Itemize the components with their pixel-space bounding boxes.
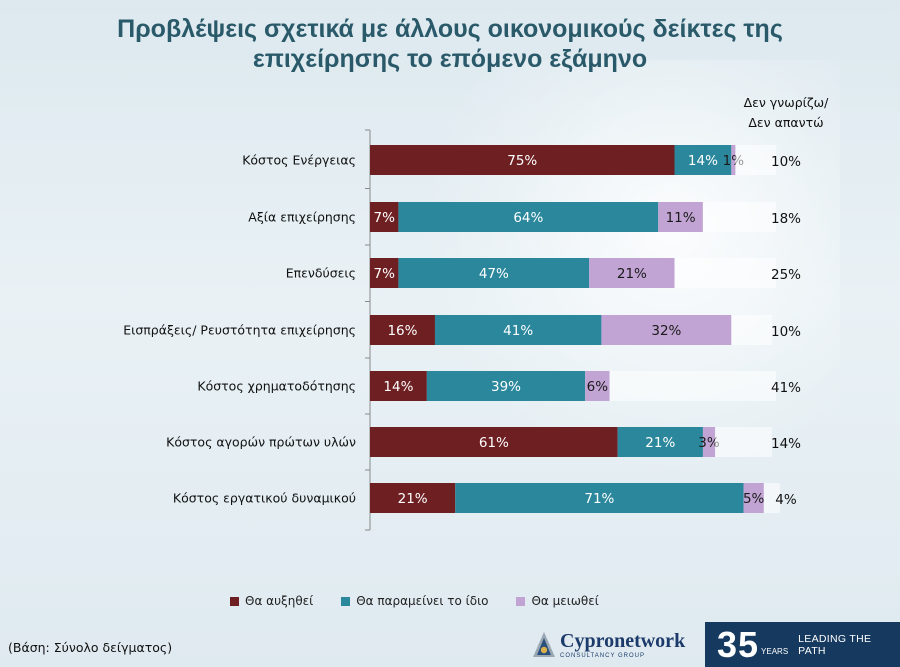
data-label: 7% (373, 266, 395, 282)
other-column-header-line: Δεν απαντώ (748, 115, 823, 130)
data-label: 21% (398, 491, 428, 507)
data-label: 3% (698, 435, 720, 451)
dont-know-value: 14% (771, 436, 801, 452)
data-label: 6% (587, 379, 609, 395)
bar-segment-same (398, 258, 590, 288)
bar-segment-increase (370, 427, 618, 457)
bar-segment-increase (370, 483, 456, 513)
legend-label-decrease: Θα μειωθεί (531, 594, 599, 608)
category-label: Κόστος εργατικού δυναμικού (173, 491, 356, 506)
brand-logo-icon (533, 631, 555, 657)
data-label: 14% (688, 153, 718, 169)
bar-segment-dont-know (674, 258, 776, 288)
brand-name: Cypronetwork (560, 630, 686, 652)
bar-segment-dont-know (702, 202, 776, 232)
bar-segment-same (674, 145, 732, 175)
category-label: Εισπράξεις/ Ρευστότητα επιχείρησης (123, 323, 356, 338)
category-label: Αξία επιχείρησης (248, 210, 356, 225)
category-label: Κόστος χρηματοδότησης (197, 379, 356, 394)
category-label: Κόστος Ενέργειας (242, 153, 356, 168)
bar-segment-dont-know (731, 315, 772, 345)
bar-segment-same (426, 371, 586, 401)
data-label: 7% (373, 210, 395, 226)
bar-segment-decrease (658, 202, 703, 232)
data-label: 64% (513, 210, 543, 226)
data-label: 21% (645, 435, 675, 451)
chart-title-line-2: επιχείρησης το επόμενο εξάμηνο (252, 45, 648, 73)
legend-item-increase: Θα αυξηθεί (230, 594, 313, 608)
dont-know-value: 4% (775, 492, 797, 508)
footnote: (Βάση: Σύνολο δείγματος) (8, 640, 173, 655)
data-label: 71% (584, 491, 614, 507)
bar-segment-dont-know (609, 371, 776, 401)
legend-item-same: Θα παραμείνει το ίδιο (341, 594, 488, 608)
data-label: 39% (491, 379, 521, 395)
legend-label-increase: Θα αυξηθεί (245, 594, 314, 608)
other-column-header: Δεν γνωρίζω/Δεν απαντώ (744, 95, 830, 130)
banner-years-number: 35 (717, 623, 760, 665)
data-label: 32% (651, 323, 681, 339)
legend-label-same: Θα παραμείνει το ίδιο (356, 594, 489, 608)
brand-subtitle: CONSULTANCY GROUP (560, 653, 646, 659)
stacked-bar-chart: Δεν γνωρίζω/Δεν απαντώ Κόστος Ενέργειας 75… (123, 95, 830, 531)
dont-know-value: 10% (771, 324, 801, 340)
data-label: 47% (479, 266, 509, 282)
dont-know-value: 41% (771, 380, 801, 396)
data-label: 41% (503, 323, 533, 339)
data-label: 75% (507, 153, 537, 169)
chart-title: Προβλέψεις σχετικά με άλλους οικονομικού… (0, 14, 900, 74)
data-label: 16% (387, 323, 417, 339)
data-label: 11% (666, 210, 696, 226)
bar-segment-same (455, 483, 744, 513)
chart-title-line-1: Προβλέψεις σχετικά με άλλους οικονομικού… (117, 15, 783, 43)
bar-segment-increase (370, 371, 427, 401)
anniversary-banner: 35 YEARS LEADING THE PATH (705, 622, 900, 667)
bar-segment-increase (370, 315, 435, 345)
dont-know-value: 10% (771, 154, 801, 170)
bar-segment-decrease (589, 258, 675, 288)
bar-segment-dont-know (763, 483, 781, 513)
bar-segment-increase (370, 258, 399, 288)
bar-segment-same (398, 202, 659, 232)
bar-segment-decrease (601, 315, 732, 345)
data-label: 14% (383, 379, 413, 395)
legend-swatch-same (341, 596, 351, 606)
bar-segment-decrease (731, 145, 736, 175)
legend-swatch-decrease (516, 596, 526, 606)
category-label: Επενδύσεις (286, 266, 356, 281)
bar-segment-same (434, 315, 602, 345)
legend-swatch-increase (230, 596, 239, 606)
dont-know-value: 18% (771, 211, 801, 227)
bar-segment-decrease (702, 427, 716, 457)
banner-tagline: LEADING THE PATH (798, 632, 872, 657)
bar-segment-increase (370, 202, 399, 232)
data-label: 21% (617, 266, 647, 282)
bar-segment-decrease (743, 483, 764, 513)
legend-item-decrease: Θα μειωθεί (516, 594, 599, 608)
category-label: Κόστος αγορών πρώτων υλών (166, 435, 356, 450)
bar-segment-decrease (585, 371, 610, 401)
bar-segment-dont-know (715, 427, 772, 457)
data-label: 61% (479, 435, 509, 451)
legend: Θα αυξηθεί Θα παραμείνει το ίδιο Θα μειω… (230, 594, 599, 608)
bar-segment-increase (370, 145, 675, 175)
dont-know-value: 25% (771, 267, 801, 283)
bar-segment-same (617, 427, 703, 457)
data-label: 5% (743, 491, 765, 507)
brand-logo-block: Cypronetwork CONSULTANCY GROUP (532, 622, 702, 667)
banner-years-label: YEARS (761, 647, 789, 656)
bar-segment-dont-know (735, 145, 776, 175)
other-column-header-line: Δεν γνωρίζω/ (744, 95, 830, 110)
